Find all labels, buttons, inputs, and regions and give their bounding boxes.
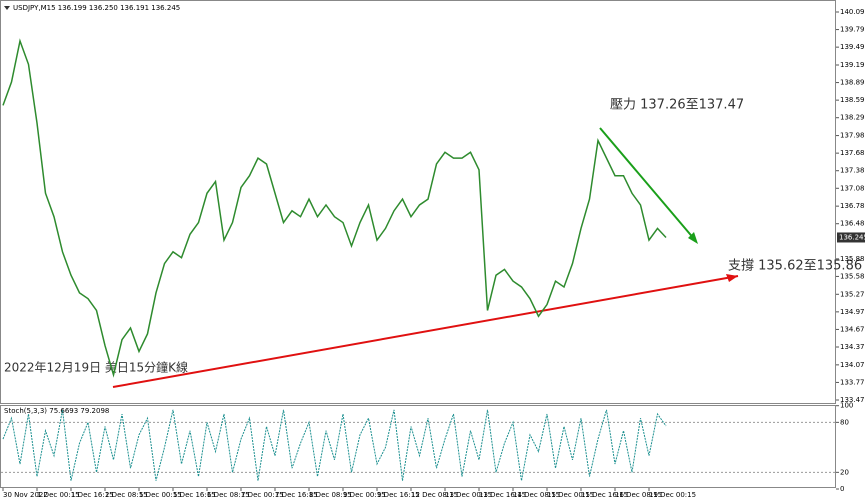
- y-tick-label: 133.770: [840, 378, 865, 386]
- x-tick-label: 5 Dec 00:15: [139, 491, 182, 499]
- support-note: 支撐 135.62至135.86: [728, 259, 862, 274]
- y-tick-label: 137.385: [840, 167, 865, 175]
- x-tick-label: 16 Dec 08:15: [615, 491, 662, 499]
- y-tick-label: 138.290: [840, 114, 865, 122]
- title-icon: [4, 6, 10, 10]
- y-tick-label: 0: [840, 485, 844, 493]
- x-tick-label: 7 Dec 16:15: [275, 491, 318, 499]
- stoch-frame: [0, 405, 836, 488]
- y-tick-label: 134.975: [840, 308, 865, 316]
- y-tick-label: 137.685: [840, 149, 865, 157]
- x-tick-label: 9 Dec 16:15: [377, 491, 420, 499]
- y-tick-label: 135.275: [840, 290, 865, 298]
- y-tick-label: 138.590: [840, 96, 865, 104]
- main-frame: [0, 0, 836, 404]
- support-line: [112, 275, 739, 388]
- y-tick-label: 135.580: [840, 272, 865, 280]
- y-tick-label: 133.470: [840, 396, 865, 404]
- y-tick-label: 139.795: [840, 26, 865, 34]
- resistance-line: [599, 127, 696, 241]
- x-tick-label: 5 Dec 16:15: [173, 491, 216, 499]
- y-tick-label: 100: [840, 402, 853, 410]
- x-tick-label: 15 Dec 16:15: [581, 491, 628, 499]
- chart-title: USDJPY,M15 136.199 136.250 136.191 136.2…: [13, 4, 180, 12]
- x-tick-label: 1 Dec 00:15: [37, 491, 80, 499]
- x-tick-label: 15 Dec 00:15: [547, 491, 594, 499]
- stoch-title: Stoch(5,3,3) 75.6693 79.2098: [4, 407, 109, 415]
- y-tick-label: 136.480: [840, 220, 865, 228]
- y-tick-label: 134.675: [840, 325, 865, 333]
- y-tick-label: 136.780: [840, 202, 865, 210]
- y-tick-label: 139.190: [840, 61, 865, 69]
- y-tick-label: 139.495: [840, 43, 865, 51]
- y-tick-label: 137.985: [840, 132, 865, 140]
- x-tick-label: 7 Dec 00:15: [241, 491, 284, 499]
- x-tick-label: 6 Dec 08:15: [207, 491, 250, 499]
- y-tick-label: 140.095: [840, 8, 865, 16]
- y-tick-label: 134.070: [840, 361, 865, 369]
- y-tick-label: 80: [840, 418, 849, 426]
- price-label: 136.245: [839, 233, 865, 241]
- x-tick-label: 30 Nov 2022: [3, 491, 48, 499]
- x-tick-label: 13 Dec 00:15: [445, 491, 492, 499]
- y-tick-label: 134.375: [840, 343, 865, 351]
- series-line: [2, 409, 667, 481]
- x-tick-label: 1 Dec 16:15: [71, 491, 114, 499]
- y-tick-label: 137.085: [840, 184, 865, 192]
- resistance-arrow: [688, 232, 698, 244]
- y-tick-label: 20: [840, 468, 849, 476]
- x-tick-label: 13 Dec 16:15: [479, 491, 526, 499]
- x-tick-label: 9 Dec 00:15: [343, 491, 386, 499]
- y-tick-label: 138.890: [840, 79, 865, 87]
- series-line: [2, 38, 667, 378]
- x-tick-label: 12 Dec 08:15: [411, 491, 458, 499]
- caption: 2022年12月19日 美日15分鐘K線: [4, 360, 188, 375]
- x-tick-label: 8 Dec 08:15: [309, 491, 352, 499]
- x-tick-label: 2 Dec 08:15: [105, 491, 148, 499]
- x-tick-label: 14 Dec 08:15: [513, 491, 560, 499]
- resistance-note: 壓力 137.26至137.47: [610, 98, 744, 113]
- support-arrow: [726, 274, 738, 282]
- price-box: [837, 232, 865, 243]
- y-tick-label: 135.880: [840, 255, 865, 263]
- x-tick-label: 19 Dec 00:15: [649, 491, 696, 499]
